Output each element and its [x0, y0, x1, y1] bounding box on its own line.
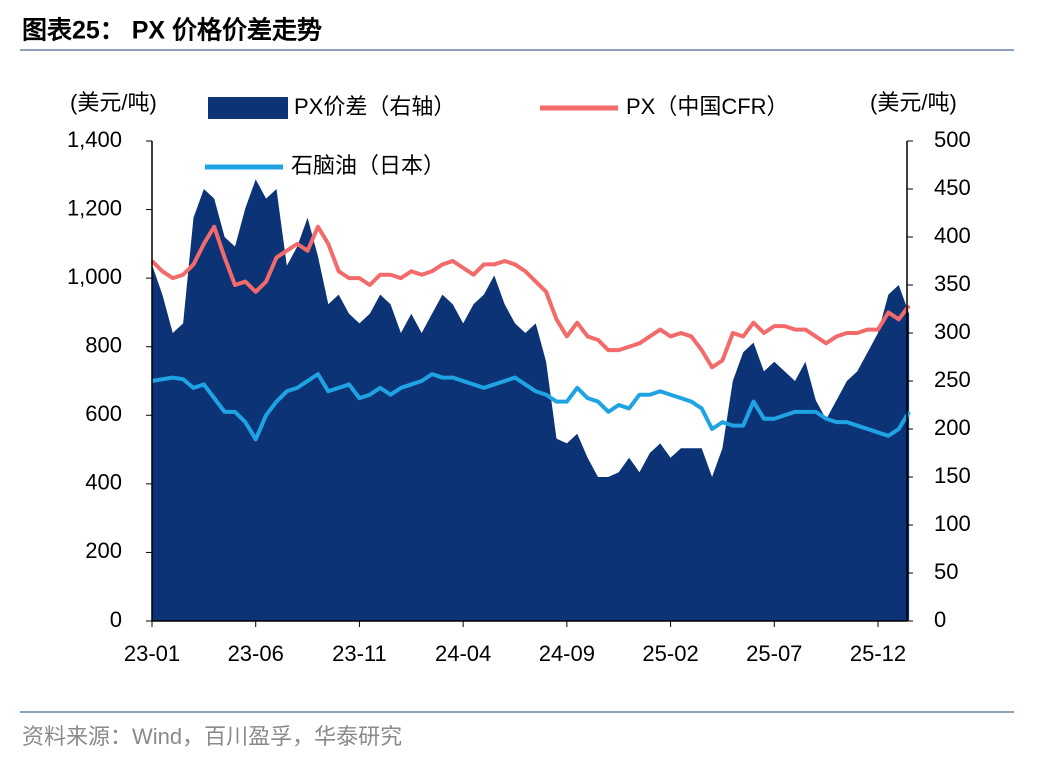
y-tick-label: 400 [85, 470, 122, 495]
x-tick-label: 25-12 [850, 641, 906, 666]
y-tick-label: 600 [85, 401, 122, 426]
legend-label: PX（中国CFR） [626, 94, 789, 119]
line [150, 224, 911, 370]
y-tick-label: 0 [110, 607, 122, 632]
y-tick-label: 1,400 [67, 127, 122, 152]
area [152, 179, 910, 621]
x-tick-label: 23-06 [228, 641, 284, 666]
y2-tick-label: 50 [934, 559, 958, 584]
x-tick-label: 24-04 [435, 641, 491, 666]
legend-label: PX价差（右轴） [294, 94, 455, 119]
y2-tick-label: 350 [934, 271, 971, 296]
x-tick-label: 25-02 [642, 641, 698, 666]
x-tick-label: 23-01 [124, 641, 180, 666]
legend-swatch [208, 97, 288, 119]
y2-tick-label: 250 [934, 367, 971, 392]
y-tick-label: 1,000 [67, 264, 122, 289]
legend-label: 石脑油（日本） [291, 153, 445, 178]
y2-axis-label: (美元/吨) [870, 90, 957, 115]
y2-tick-label: 300 [934, 319, 971, 344]
y-tick-label: 1,200 [67, 195, 122, 220]
y2-tick-label: 150 [934, 463, 971, 488]
y2-tick-label: 0 [934, 607, 946, 632]
source: 资料来源：Wind，百川盈孚，华泰研究 [22, 724, 402, 749]
x-tick-label: 24-09 [539, 641, 595, 666]
line [151, 372, 911, 442]
y2-tick-label: 500 [934, 127, 971, 152]
y-tick-label: 800 [85, 333, 122, 358]
chart-title: 图表25： PX 价格价差走势 [22, 16, 322, 45]
y2-tick-label: 100 [934, 511, 971, 536]
x-tick-label: 25-07 [746, 641, 802, 666]
y2-tick-label: 450 [934, 175, 971, 200]
y-axis-label: (美元/吨) [70, 90, 157, 115]
y2-tick-label: 200 [934, 415, 971, 440]
y-tick-label: 200 [85, 538, 122, 563]
x-tick-label: 23-11 [332, 641, 387, 666]
y2-tick-label: 400 [934, 223, 971, 248]
